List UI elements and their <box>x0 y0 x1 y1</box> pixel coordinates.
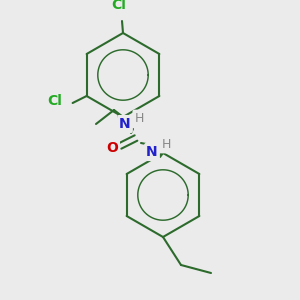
Text: N: N <box>119 117 131 131</box>
Text: Cl: Cl <box>47 94 62 108</box>
Text: Cl: Cl <box>112 0 126 12</box>
Text: O: O <box>106 141 118 155</box>
Text: N: N <box>146 145 158 159</box>
Text: H: H <box>134 112 144 124</box>
Text: H: H <box>161 139 171 152</box>
